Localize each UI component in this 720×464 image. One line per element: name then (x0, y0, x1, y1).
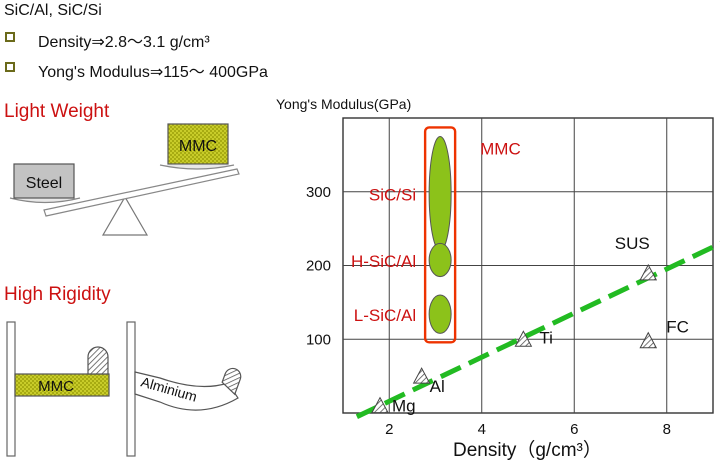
left-wall (6, 321, 16, 457)
right-wall (126, 321, 136, 457)
mmc-beam-label: MMC (38, 378, 74, 395)
mmc-layer: MMC SiC/Si H-SiC/Al L-SiC/Al (351, 126, 521, 344)
mmc-region-label: L-SiC/Al (354, 306, 416, 325)
right-pan (159, 164, 235, 170)
density-bullet-text: Density⇒2.8～3.1 g/cm³ (38, 34, 210, 51)
y-tick-label: 300 (306, 184, 331, 201)
bullet-square-icon (5, 62, 15, 72)
y-tick-label: 100 (306, 331, 331, 348)
mmc-highlight-box (423, 126, 457, 344)
balance-scale: Steel MMC (9, 123, 240, 236)
x-tick-label: 2 (385, 421, 393, 438)
mmc-block (167, 123, 229, 165)
data-point-triangle (371, 396, 389, 414)
modulus-bullet-text: Yong's Modulus⇒115～ 400GPa (38, 64, 268, 81)
data-point-triangle (639, 331, 658, 349)
high-rigidity-title: High Rigidity (4, 284, 111, 305)
mmc-region-ellipse (428, 242, 452, 278)
data-point-label: SUS (615, 234, 650, 253)
mmc-block-label: MMC (179, 138, 217, 155)
load-weight-icon (87, 346, 109, 375)
mmc-region-ellipse (428, 294, 452, 334)
trend-layer (355, 240, 720, 419)
points-layer: Mg Al Ti SUS FC (371, 234, 689, 416)
left-pan (9, 197, 81, 204)
aluminium-beam (134, 371, 239, 411)
rigidity-illustration: MMC Alminium (6, 321, 242, 457)
mmc-region-ellipse (428, 135, 452, 252)
ticks-layer: 2 4 6 8 100 200 300 (306, 184, 671, 438)
steel-block (13, 163, 75, 199)
mmc-beam (14, 373, 110, 397)
x-tick-label: 6 (570, 421, 578, 438)
load-weight-icon (221, 367, 242, 396)
scale-fulcrum (101, 195, 149, 236)
data-point-triangle (639, 263, 658, 281)
x-tick-label: 4 (478, 421, 486, 438)
data-point-label: Al (430, 377, 445, 396)
chart: MMC SiC/Si H-SiC/Al L-SiC/Al Mg Al Ti SUS FC 2 4… (276, 96, 720, 461)
trend-line (355, 240, 720, 419)
bullet-square-icon (5, 32, 15, 42)
data-point-label: FC (666, 318, 689, 337)
x-tick-label: 8 (663, 421, 671, 438)
data-point-triangle (514, 330, 533, 347)
steel-label: Steel (26, 175, 62, 192)
data-point-triangle (412, 367, 431, 384)
mmc-region-label: SiC/Si (369, 186, 416, 205)
grid (343, 118, 713, 413)
x-axis-title: Density（g/cm³） (453, 439, 602, 461)
y-axis-title: Yong's Modulus(GPa) (276, 96, 411, 112)
y-tick-label: 200 (306, 258, 331, 275)
light-weight-title: Light Weight (4, 101, 110, 122)
data-point-label: Ti (539, 328, 553, 347)
mmc-group-label: MMC (480, 139, 521, 158)
data-point-label: Mg (392, 397, 416, 416)
mmc-region-label: H-SiC/Al (351, 252, 416, 271)
page-title: SiC/Al, SiC/Si (4, 2, 102, 19)
scale-beam (43, 168, 240, 217)
